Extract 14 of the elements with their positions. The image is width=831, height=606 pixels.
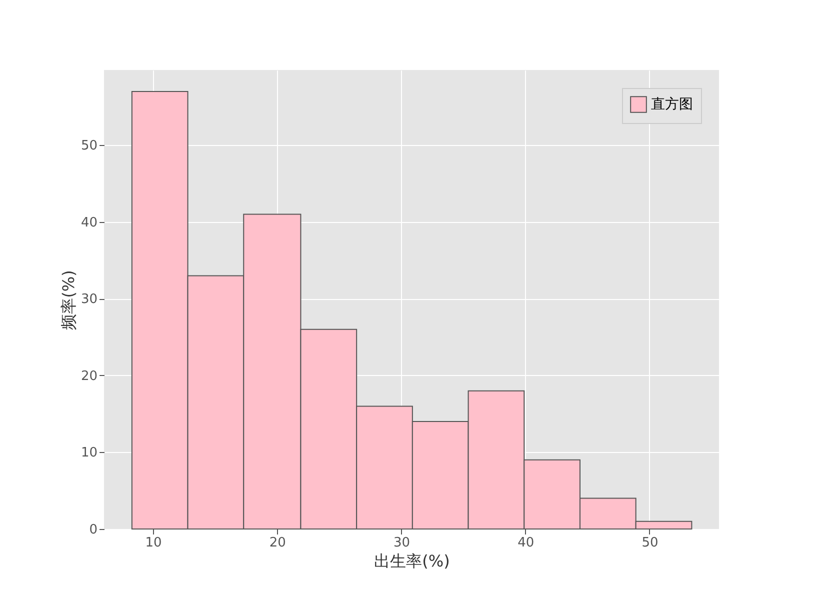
x-axis-title: 出生率(%)	[374, 552, 450, 570]
y-tick-label: 0	[89, 522, 98, 538]
y-tick-label: 20	[80, 368, 98, 384]
x-tick-label: 10	[145, 536, 162, 550]
y-tick-label: 40	[80, 215, 98, 230]
y-tick-label: 10	[80, 446, 98, 461]
y-tick-label: 30	[80, 292, 98, 308]
y-tick-label: 50	[80, 138, 98, 154]
y-axis-title: 频率(%)	[58, 270, 78, 330]
legend-label: 直方图	[651, 96, 693, 112]
x-tick-label: 30	[393, 536, 410, 550]
x-tick-label: 50	[642, 536, 658, 550]
x-tick-label: 40	[518, 536, 534, 550]
x-tick-label: 20	[269, 536, 286, 550]
